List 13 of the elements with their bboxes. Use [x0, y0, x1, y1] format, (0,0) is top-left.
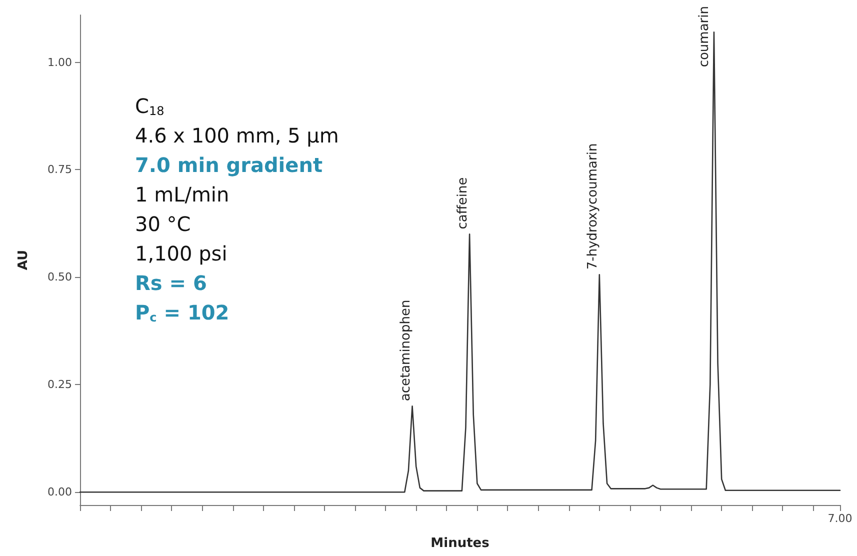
y-tick-label: 0.75 [48, 163, 72, 176]
annotation: 7-hydroxycoumarin [585, 143, 600, 270]
y-tick-label: 0.50 [48, 270, 72, 284]
y-axis-title: AU [16, 250, 31, 270]
annotation: coumarin [696, 6, 712, 68]
y-tick-label: 1.00 [48, 56, 72, 69]
text: C18 4.6 x 100 mm, 5 µm 7.0 min gradient 1 mL/min 30 °C 1,100 psi Rs = 6 Pc = 102 [135, 94, 339, 324]
x-tick-label: 7.00 [828, 512, 852, 525]
annotation: caffeine [456, 177, 471, 230]
y-tick-label: 0.25 [48, 378, 72, 392]
y-tick-label: 0.00 [48, 486, 72, 499]
annotation: acetaminophen [398, 300, 414, 402]
x-axis-title: Minutes [430, 536, 490, 551]
